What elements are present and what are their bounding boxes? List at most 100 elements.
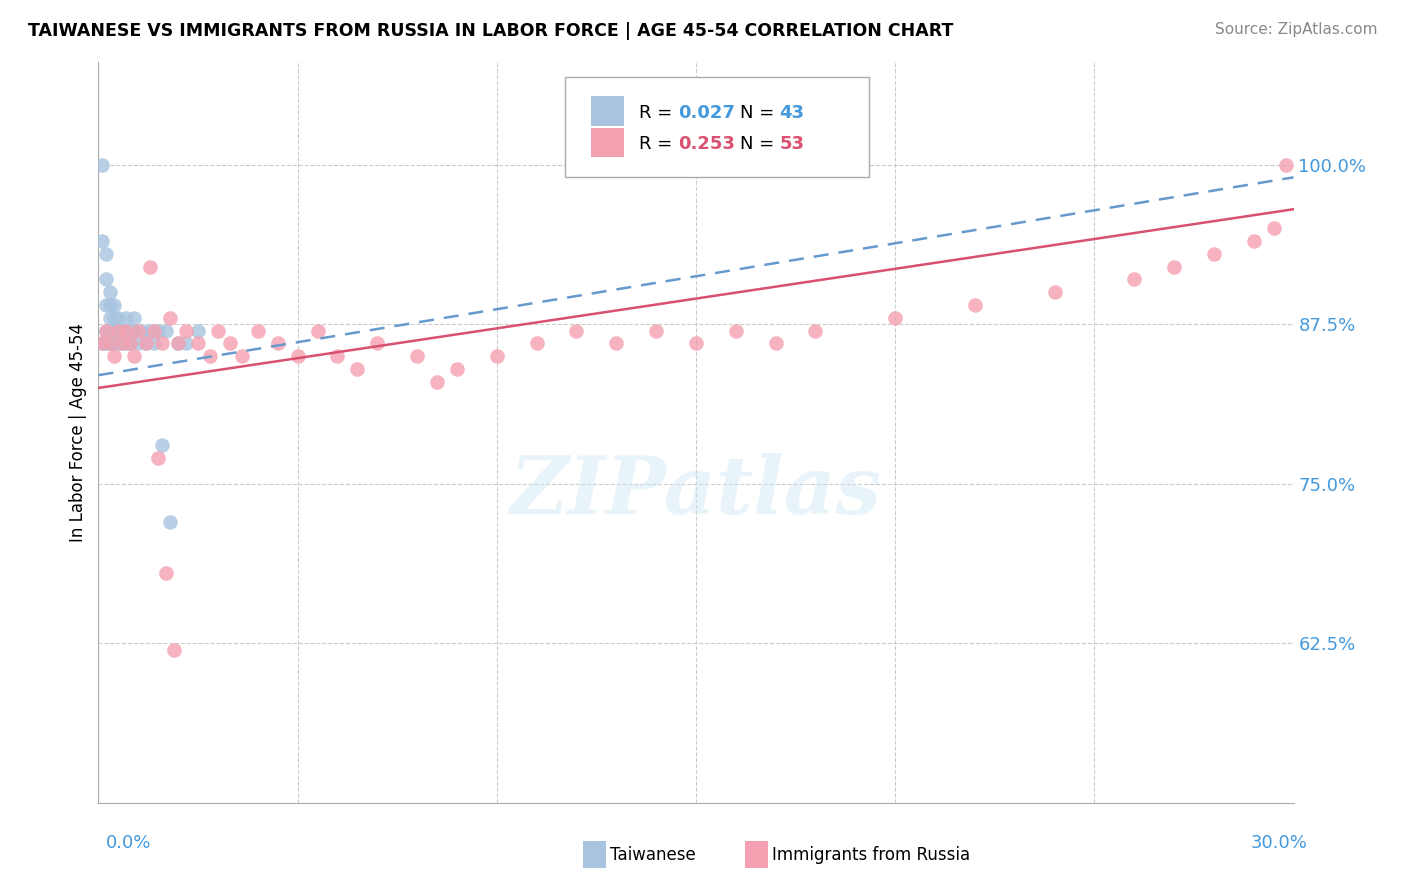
Point (219, 336, 242, 351)
Point (485, 349, 508, 363)
Point (307, 324, 329, 338)
Point (267, 336, 290, 351)
Point (124, 310, 146, 325)
Point (115, 324, 138, 338)
Point (446, 361, 468, 376)
Point (103, 336, 125, 351)
Point (98, 298, 122, 312)
Point (96, 336, 118, 351)
Point (246, 324, 269, 338)
Text: 30.0%: 30.0% (1251, 834, 1308, 852)
Point (346, 361, 368, 376)
Point (135, 336, 157, 351)
Point (167, 336, 190, 351)
Point (103, 310, 125, 325)
Point (155, 566, 177, 580)
Point (111, 336, 134, 351)
Point (107, 324, 129, 338)
Point (1163, 260, 1185, 274)
Point (96, 272, 118, 286)
Point (103, 324, 125, 338)
Point (645, 324, 668, 338)
Point (127, 336, 149, 351)
Point (111, 324, 134, 338)
Text: ZIPatlas: ZIPatlas (510, 453, 882, 531)
Point (91, 336, 114, 351)
Point (526, 336, 548, 351)
Point (115, 336, 138, 351)
Point (135, 336, 157, 351)
Text: Taiwanese: Taiwanese (610, 846, 696, 863)
Point (143, 324, 166, 338)
Text: N =: N = (740, 135, 780, 153)
Point (98, 310, 122, 325)
Point (115, 310, 138, 325)
Point (143, 336, 166, 351)
Point (426, 375, 449, 389)
Text: N =: N = (740, 103, 780, 122)
Point (605, 336, 627, 351)
Text: R =: R = (638, 135, 678, 153)
Point (565, 324, 588, 338)
Text: TAIWANESE VS IMMIGRANTS FROM RUSSIA IN LABOR FORCE | AGE 45-54 CORRELATION CHART: TAIWANESE VS IMMIGRANTS FROM RUSSIA IN L… (28, 22, 953, 40)
Point (1043, 285, 1066, 300)
Point (198, 349, 221, 363)
Point (124, 349, 146, 363)
Point (187, 324, 209, 338)
FancyBboxPatch shape (565, 78, 869, 178)
Text: Immigrants from Russia: Immigrants from Russia (772, 846, 970, 863)
Point (765, 336, 787, 351)
Point (1263, 221, 1285, 235)
Point (120, 336, 142, 351)
Point (1274, 157, 1296, 171)
Point (326, 349, 349, 363)
Point (155, 324, 177, 338)
Point (148, 324, 170, 338)
Point (139, 324, 162, 338)
Point (91, 336, 114, 351)
Point (96, 298, 118, 312)
Point (96, 324, 118, 338)
Point (159, 515, 181, 529)
Point (163, 642, 186, 657)
Point (91, 234, 114, 248)
Point (111, 336, 134, 351)
Text: 53: 53 (780, 135, 804, 153)
Point (107, 324, 129, 338)
Point (120, 336, 142, 351)
Point (174, 336, 197, 351)
Point (98, 336, 122, 351)
Text: R =: R = (638, 103, 678, 122)
Point (107, 310, 129, 325)
Point (187, 336, 209, 351)
Point (150, 336, 173, 351)
Point (91, 157, 114, 171)
Y-axis label: In Labor Force | Age 45-54: In Labor Force | Age 45-54 (69, 323, 87, 542)
Point (148, 451, 170, 466)
Point (139, 260, 162, 274)
Point (884, 310, 907, 325)
Point (724, 324, 747, 338)
Point (98, 324, 122, 338)
Point (366, 336, 388, 351)
Point (107, 336, 129, 351)
Point (231, 349, 253, 363)
Point (287, 349, 309, 363)
Point (406, 349, 429, 363)
Point (1123, 272, 1146, 286)
Point (685, 336, 707, 351)
Text: 0.027: 0.027 (678, 103, 735, 122)
Point (127, 324, 149, 338)
Point (174, 324, 197, 338)
Point (150, 438, 173, 452)
Text: 0.253: 0.253 (678, 135, 735, 153)
Point (1243, 234, 1265, 248)
Point (963, 298, 986, 312)
Point (1202, 247, 1225, 261)
Point (120, 324, 142, 338)
Point (124, 324, 146, 338)
Point (107, 324, 129, 338)
Point (98, 285, 122, 300)
Point (167, 336, 190, 351)
Point (207, 324, 229, 338)
